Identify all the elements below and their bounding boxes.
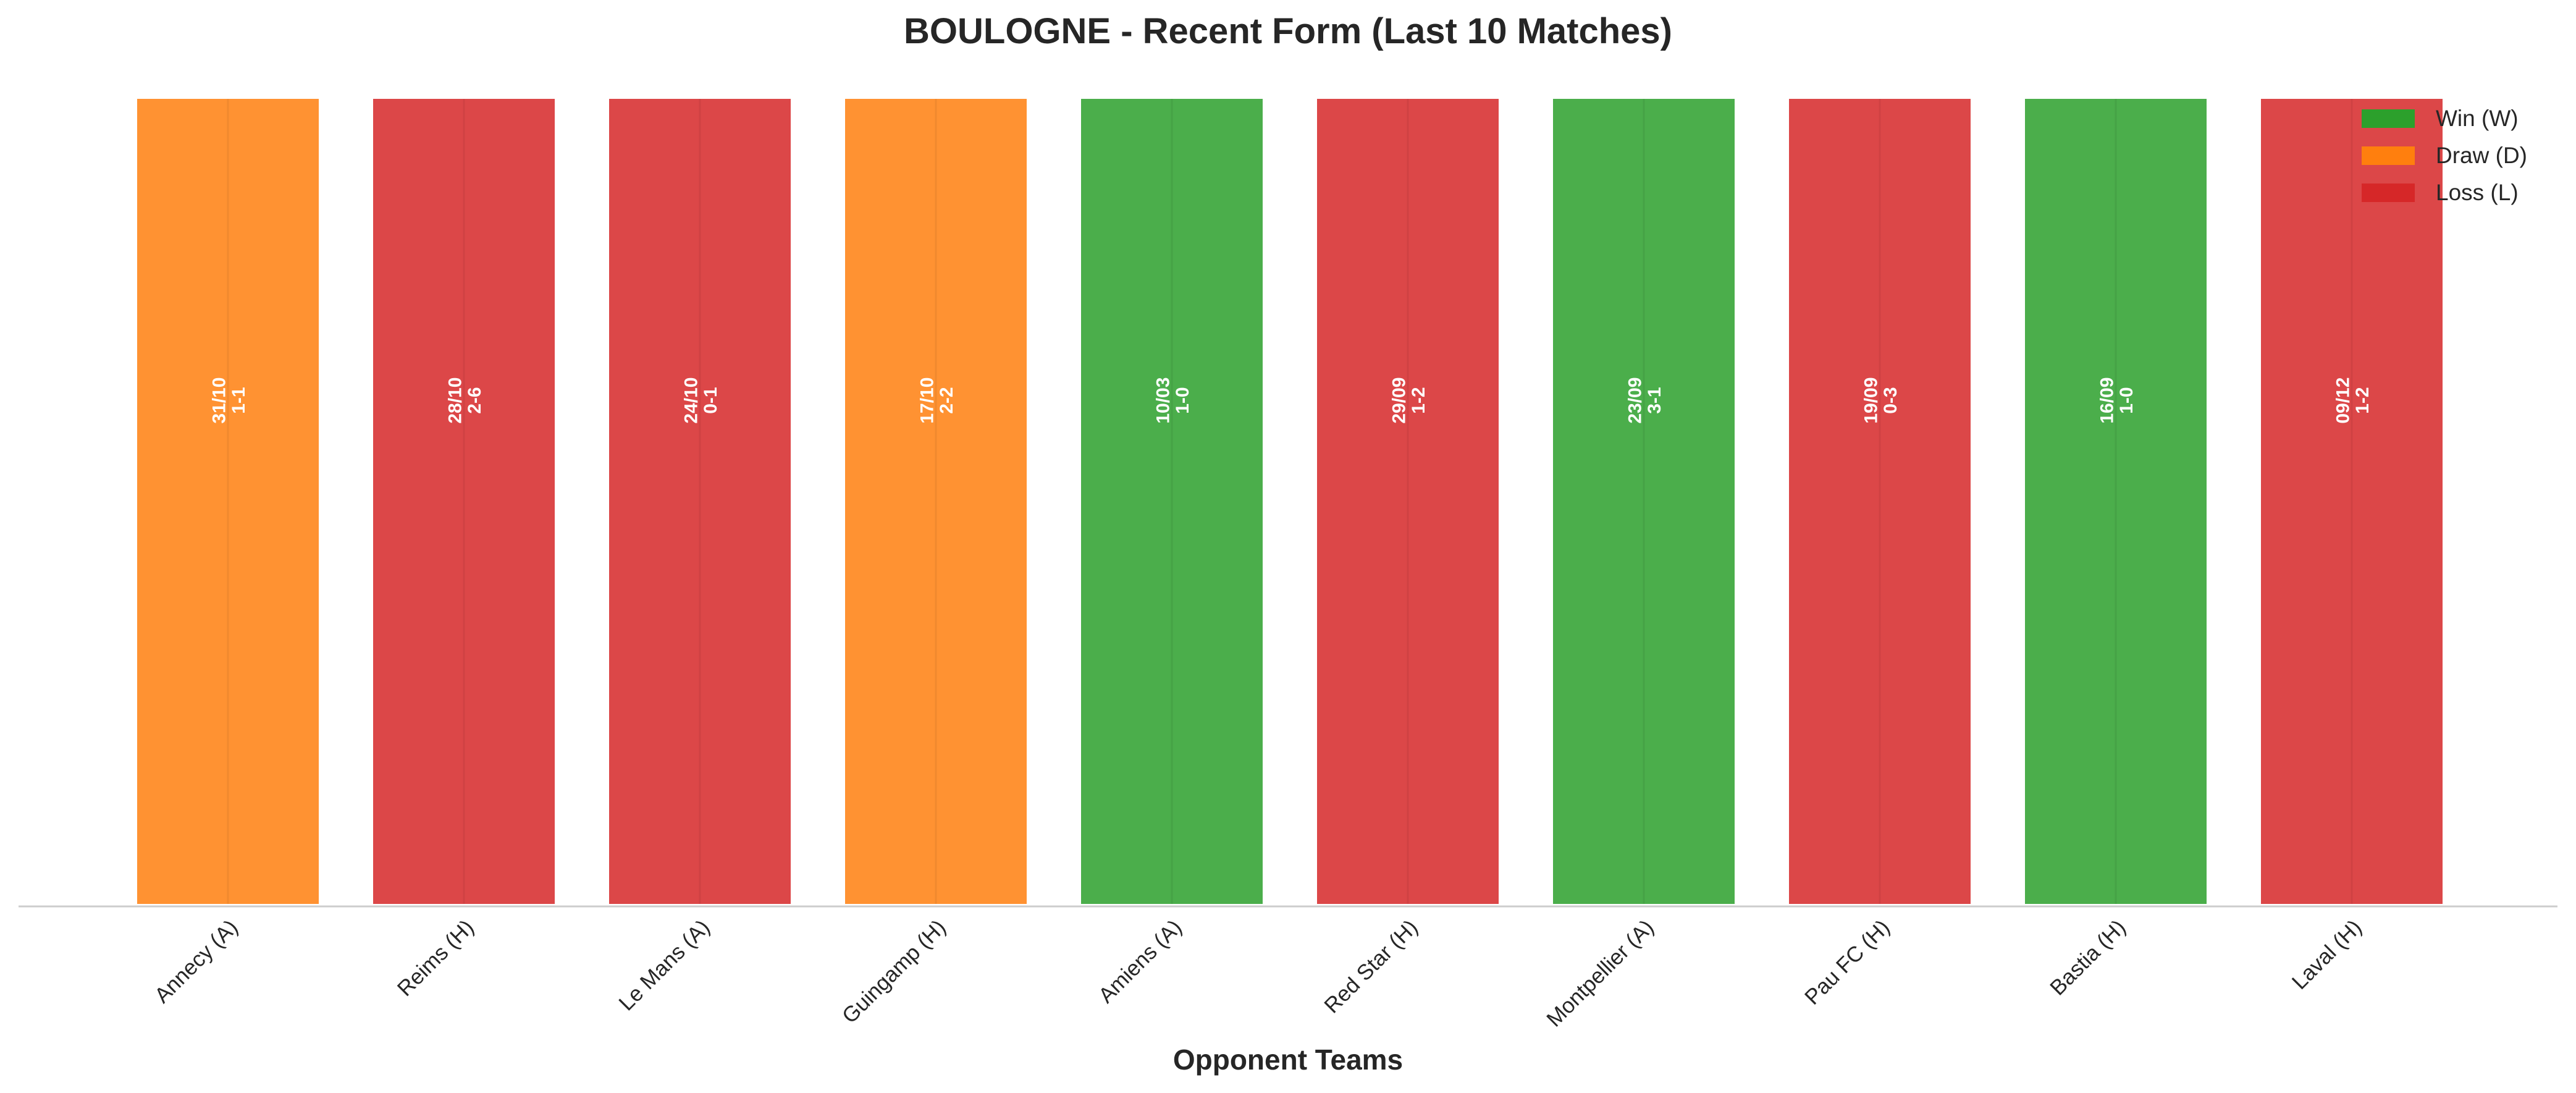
x-tick-label: Annecy (A) [150,915,243,1008]
bar-data-label: 31/101-1 [209,378,250,424]
bar-date-label: 10/03 [1153,378,1174,424]
bar-data-label: 16/091-0 [2097,378,2137,424]
bar-date-label: 09/12 [2333,378,2354,424]
legend-label: Loss (L) [2436,180,2519,205]
bar-score-label: 1-2 [1408,387,1429,413]
legend-swatch [2362,184,2415,202]
legend-label: Draw (D) [2436,143,2527,168]
legend-label: Win (W) [2436,106,2519,131]
bar-score-label: 0-3 [1880,387,1901,413]
bar [2022,96,2209,906]
x-tick-label: Bastia (H) [2045,915,2131,1000]
bar [1315,96,1501,906]
x-tick-label: Amiens (A) [1094,915,1187,1008]
x-tick-labels: Annecy (A) Reims (H) Le Mans (A) Guingamp (… [150,915,2367,1031]
bar [607,96,793,906]
bar-data-label: 19/090-3 [1861,378,1901,424]
x-tick-label: Guingamp (H) [838,915,951,1028]
bar-data-label: 24/100-1 [681,378,722,424]
bar-date-label: 19/09 [1861,378,1882,424]
bar-date-label: 24/10 [681,378,702,424]
bar-date-label: 28/10 [445,378,466,424]
x-tick-label: Reims (H) [393,915,479,1001]
x-axis-label: Opponent Teams [1173,1044,1403,1076]
bar-score-label: 1-2 [2352,387,2373,413]
bar-data-label: 23/093-1 [1625,378,1665,424]
bar-date-label: 16/09 [2097,378,2118,424]
x-tick-label: Pau FC (H) [1800,915,1895,1010]
bar-date-label: 31/10 [209,378,230,424]
bar-data-label: 09/121-2 [2333,378,2373,424]
x-tick-label: Montpellier (A) [1542,915,1658,1031]
legend-swatch [2362,109,2415,128]
bar-data-label: 10/031-0 [1153,378,1193,424]
bars-group: 31/101-1 28/102-6 24/100-1 17/102-2 10/031-0… [135,96,2445,906]
bar-data-label: 28/102-6 [445,378,486,424]
legend-swatch [2362,146,2415,165]
bar-date-label: 17/10 [917,378,938,424]
bar-score-label: 2-2 [937,387,957,413]
bar-score-label: 2-6 [465,387,485,413]
bar [1787,96,1973,906]
x-tick-label: Red Star (H) [1320,915,1422,1018]
bar-score-label: 1-1 [229,387,249,413]
bar-score-label: 1-0 [1172,387,1193,413]
bar [371,96,557,906]
bar-data-label: 29/091-2 [1389,378,1429,424]
x-tick-label: Laval (H) [2288,915,2367,994]
bar-date-label: 23/09 [1625,378,1646,424]
bar [2258,96,2445,906]
bar [1551,96,1737,906]
bar-score-label: 0-1 [701,387,721,413]
bar-data-label: 17/102-2 [917,378,958,424]
bar [1079,96,1265,906]
bar-score-label: 1-0 [2116,387,2137,413]
legend: Win (W) Draw (D) Loss (L) [2362,106,2527,205]
x-tick-label: Le Mans (A) [614,915,714,1015]
chart-title: BOULOGNE - Recent Form (Last 10 Matches) [904,11,1672,51]
bar [135,96,321,906]
bar-date-label: 29/09 [1389,378,1410,424]
bar-score-label: 3-1 [1644,387,1665,413]
bar [843,96,1029,906]
